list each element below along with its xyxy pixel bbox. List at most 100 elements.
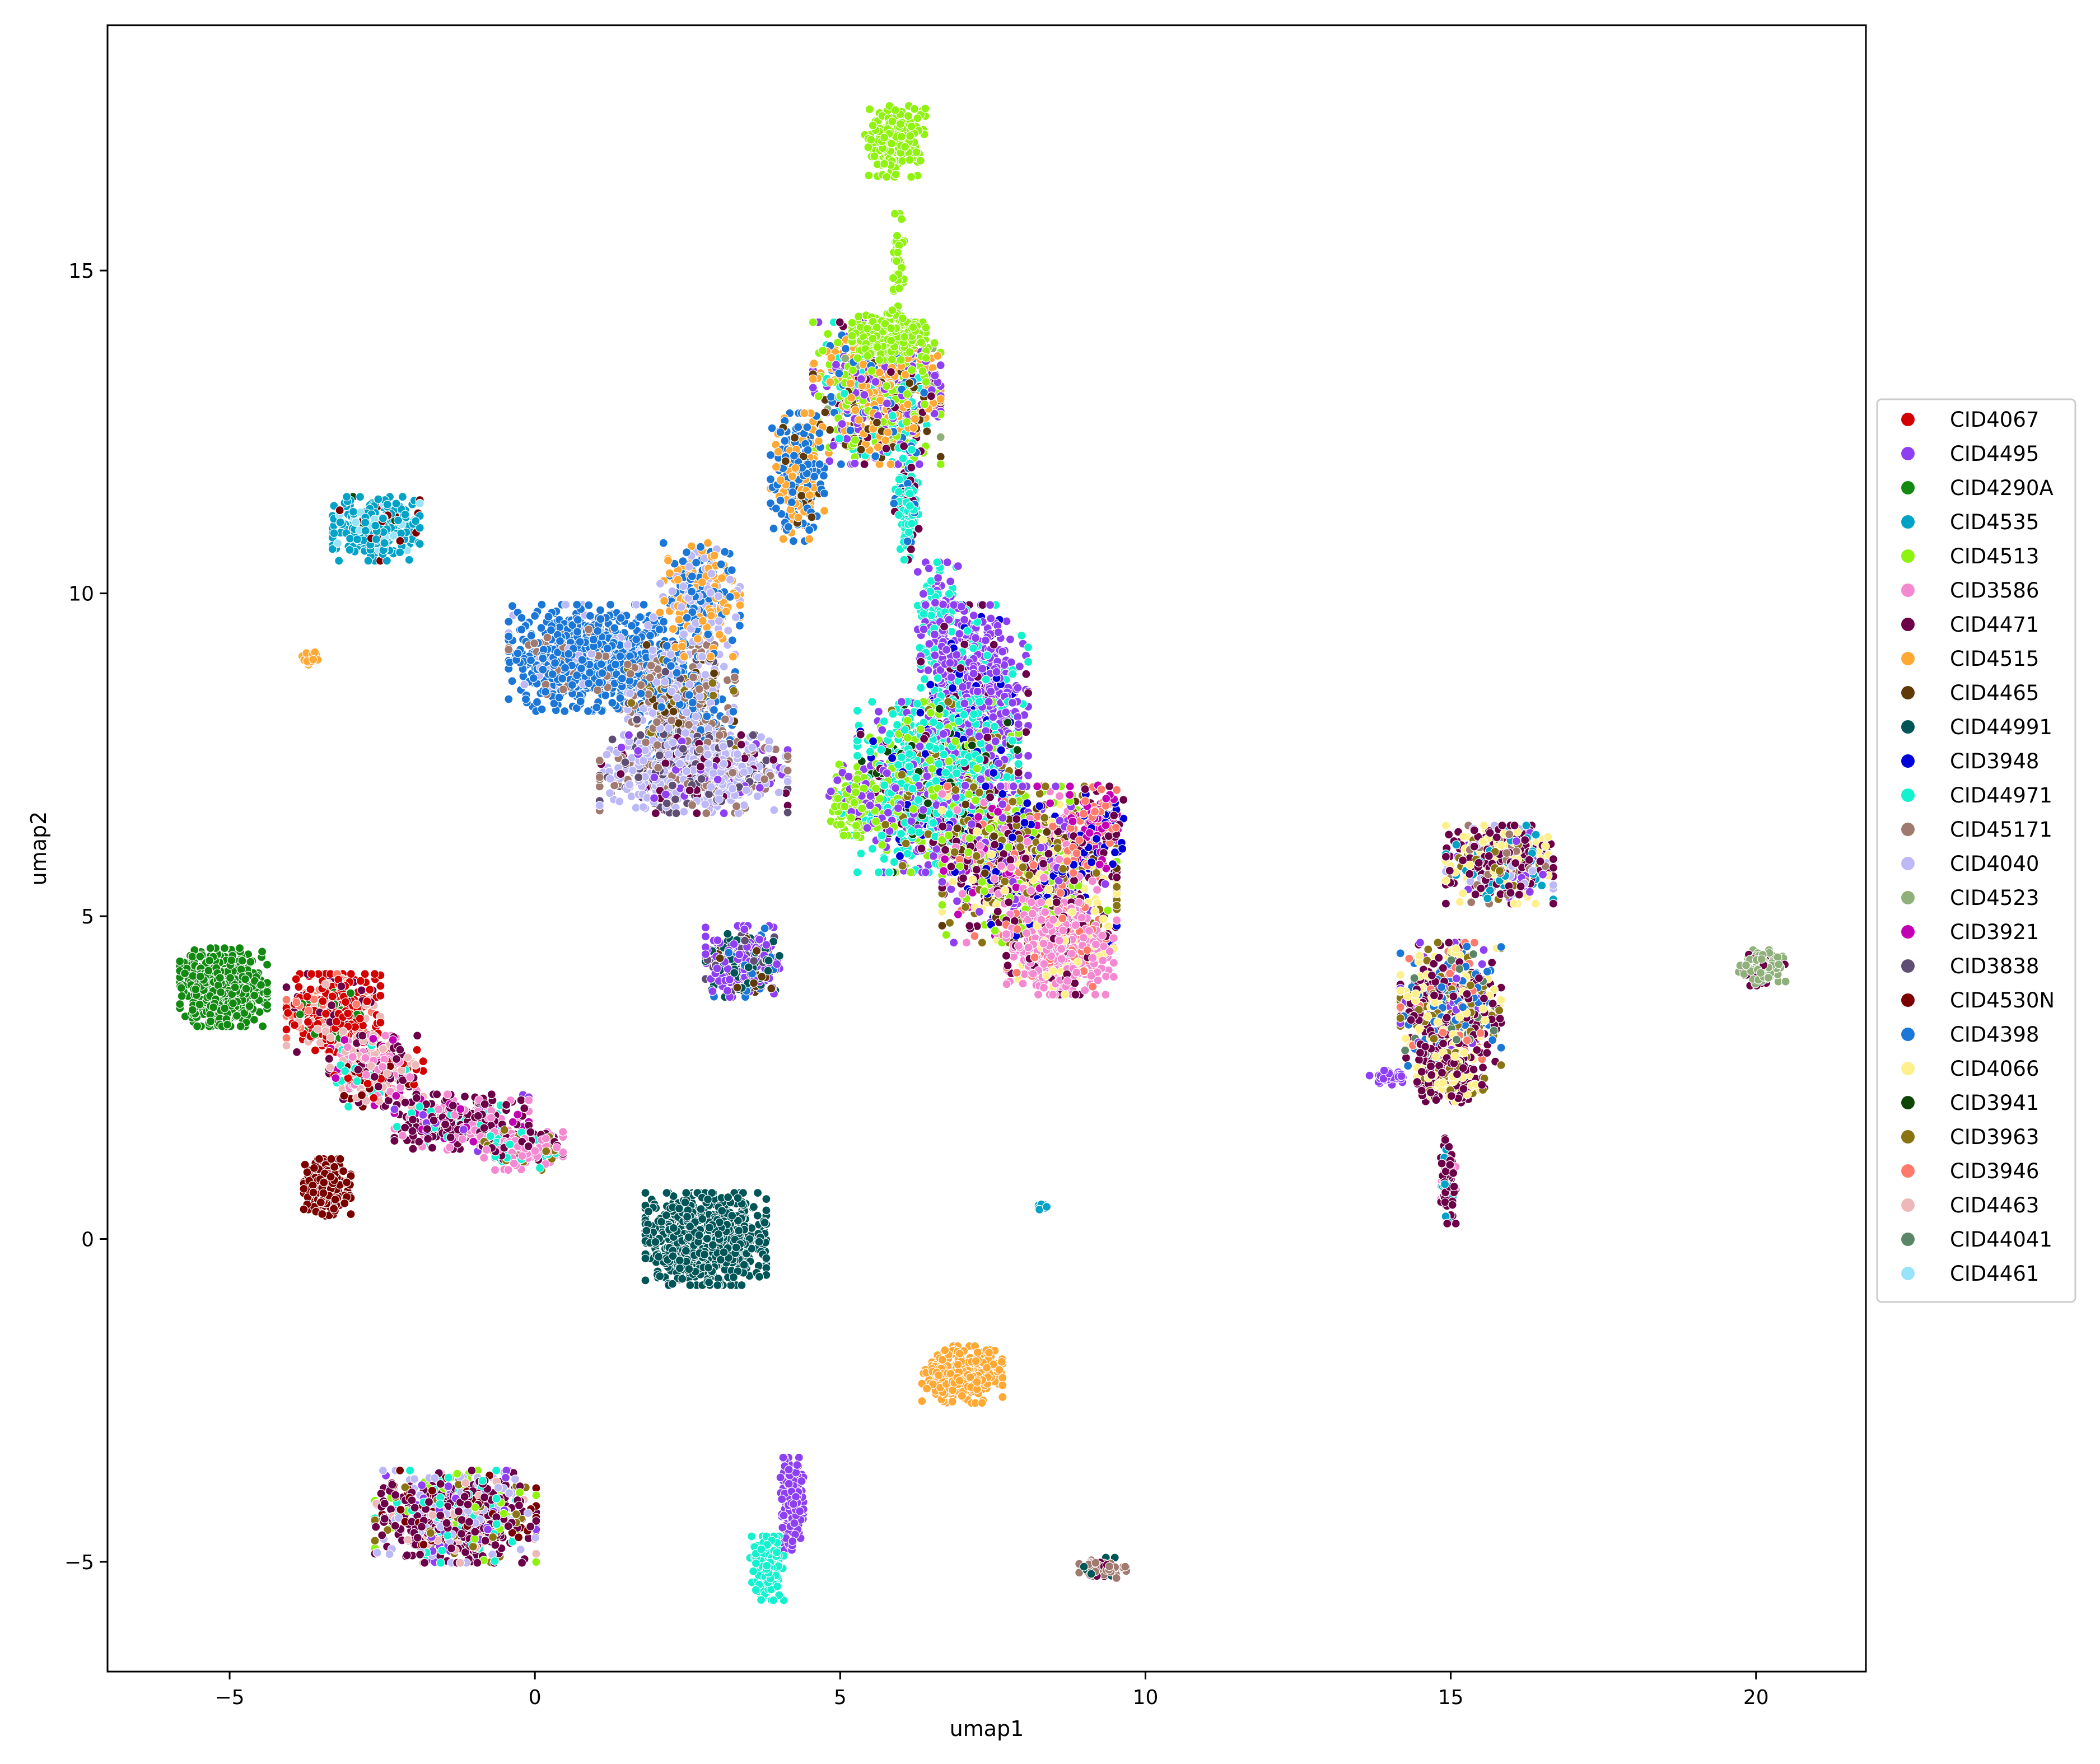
data-point (585, 611, 595, 620)
data-point (850, 459, 860, 468)
data-point (577, 655, 587, 665)
data-point (719, 662, 729, 671)
data-point (936, 361, 945, 370)
data-point (898, 156, 907, 166)
data-point (335, 517, 345, 527)
data-point (886, 459, 895, 469)
data-point (841, 344, 851, 353)
data-point (729, 686, 739, 696)
data-point (395, 548, 405, 557)
data-point (550, 658, 560, 668)
data-point (847, 331, 857, 340)
data-point (731, 801, 741, 811)
data-point (930, 629, 940, 640)
data-point (526, 655, 536, 665)
data-point (791, 463, 800, 473)
data-point (724, 626, 733, 636)
data-point (888, 116, 897, 126)
data-point (788, 487, 797, 497)
data-point (703, 750, 713, 759)
data-point (361, 526, 370, 535)
data-point (642, 640, 651, 650)
data-point (655, 608, 665, 617)
data-point (898, 314, 908, 323)
data-point (682, 766, 691, 776)
data-point (953, 561, 963, 571)
data-point (605, 788, 615, 798)
data-point (691, 712, 701, 721)
data-point (398, 492, 408, 502)
data-point (833, 338, 843, 347)
data-point (537, 600, 547, 609)
data-point (650, 773, 659, 782)
data-point (668, 624, 678, 634)
data-point (735, 600, 745, 610)
data-point (706, 652, 716, 661)
data-point (882, 399, 892, 408)
data-point (867, 366, 876, 376)
data-point (868, 120, 878, 130)
data-point (596, 614, 605, 624)
data-point (504, 617, 514, 627)
data-point (914, 459, 924, 469)
data-point (530, 611, 540, 621)
data-point (819, 506, 829, 516)
data-point (623, 640, 633, 650)
data-point (684, 690, 694, 700)
data-point (329, 529, 339, 538)
data-point (521, 694, 531, 704)
data-point (633, 746, 643, 756)
data-point (889, 498, 899, 508)
data-point (906, 544, 916, 554)
data-point (773, 447, 783, 456)
data-point (903, 111, 913, 121)
data-point (608, 735, 617, 744)
data-point (601, 690, 610, 700)
data-point (894, 487, 904, 497)
data-point (916, 156, 925, 165)
data-point (632, 715, 642, 725)
data-point (896, 355, 906, 365)
data-point (715, 730, 724, 740)
data-point (769, 524, 778, 533)
data-point (655, 750, 664, 760)
data-point (603, 643, 612, 654)
data-point (625, 689, 635, 698)
data-point (668, 781, 677, 790)
data-point (682, 548, 692, 557)
data-point (823, 329, 833, 339)
data-point (932, 558, 942, 567)
data-point (865, 105, 875, 114)
data-point (787, 497, 797, 507)
data-point (713, 774, 722, 785)
data-point (933, 351, 942, 361)
data-point (846, 426, 855, 435)
data-point (804, 534, 814, 544)
data-point (903, 399, 913, 409)
data-point (555, 636, 565, 646)
data-point (946, 577, 955, 586)
data-point (687, 572, 697, 581)
data-point (665, 568, 675, 578)
data-point (546, 626, 556, 635)
data-point (634, 772, 643, 782)
data-point (748, 730, 758, 740)
data-point (532, 697, 542, 707)
data-point (627, 621, 637, 631)
data-point (676, 602, 686, 612)
data-point (936, 432, 945, 442)
data-point (697, 652, 707, 661)
data-point (862, 324, 872, 333)
data-point (808, 318, 818, 327)
data-point (944, 589, 954, 599)
data-point (789, 451, 799, 460)
data-point (924, 563, 934, 573)
data-point (643, 689, 654, 699)
data-point (661, 758, 670, 768)
data-point (646, 661, 656, 670)
data-point (886, 367, 896, 377)
data-point (371, 521, 380, 530)
data-point (659, 538, 668, 548)
data-point (766, 474, 776, 484)
